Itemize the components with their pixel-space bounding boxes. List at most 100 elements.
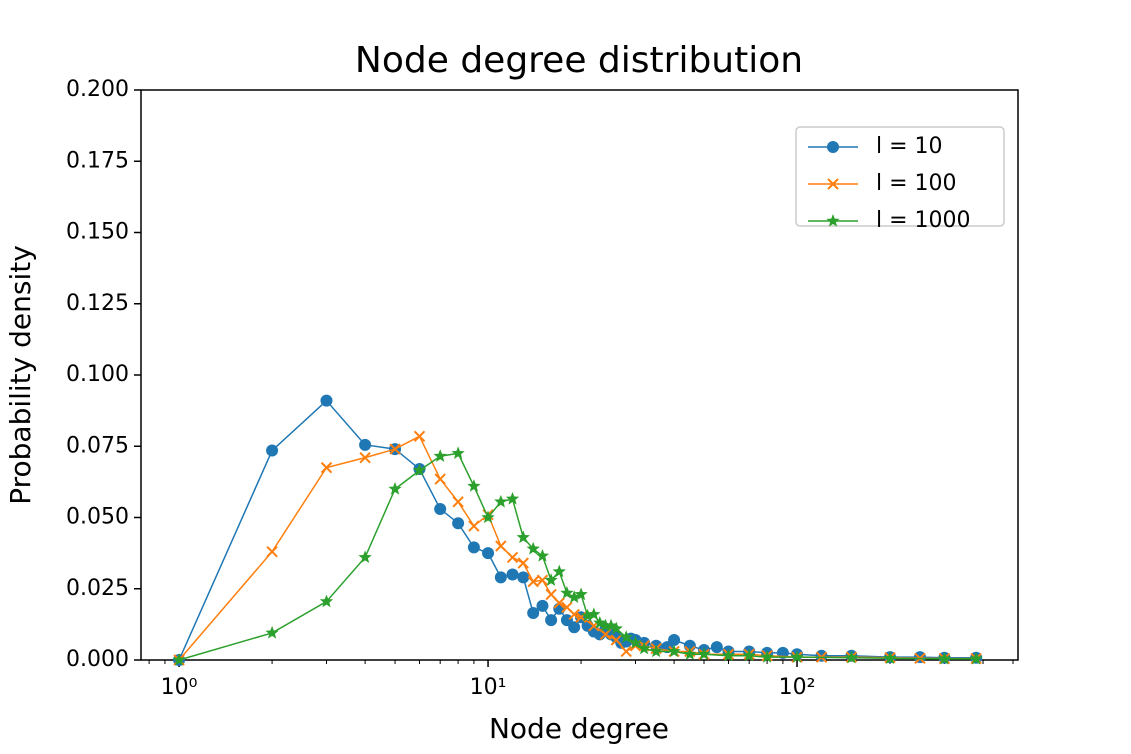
- marker: [710, 641, 723, 654]
- marker: [568, 608, 580, 621]
- marker: [467, 541, 480, 554]
- marker: [815, 649, 828, 662]
- marker: [628, 635, 643, 649]
- marker: [517, 571, 530, 584]
- marker: [697, 647, 711, 660]
- marker: [545, 614, 558, 627]
- marker: [452, 496, 464, 508]
- y-axis-label: Probability density: [4, 245, 37, 505]
- y-tick-label: 0.025: [66, 576, 129, 601]
- marker: [683, 647, 697, 660]
- marker: [506, 551, 519, 564]
- legend-label: l = 10: [876, 134, 943, 159]
- marker: [637, 641, 651, 655]
- legend-label: l = 100: [876, 171, 957, 196]
- marker: [495, 540, 507, 552]
- x-tick-label: 10²: [779, 675, 816, 700]
- y-tick-label: 0.125: [66, 291, 129, 316]
- marker: [668, 634, 681, 647]
- marker: [587, 607, 601, 621]
- marker: [568, 621, 581, 634]
- x-tick-label: 10⁰: [161, 675, 198, 700]
- marker: [790, 650, 804, 663]
- marker: [433, 449, 447, 462]
- marker: [535, 548, 550, 562]
- y-tick-label: 0.200: [66, 77, 129, 102]
- marker: [553, 597, 565, 609]
- x-tick-label: 10¹: [470, 675, 507, 700]
- legend-marker: [827, 178, 839, 190]
- marker: [545, 588, 557, 601]
- marker: [599, 628, 612, 641]
- y-tick-label: 0.050: [66, 505, 129, 530]
- marker: [172, 653, 186, 666]
- marker: [467, 479, 481, 492]
- marker: [536, 574, 549, 586]
- marker: [969, 651, 983, 665]
- marker: [266, 444, 279, 457]
- marker: [742, 648, 756, 662]
- y-tick-label: 0.175: [66, 148, 129, 173]
- marker: [494, 494, 508, 508]
- marker: [451, 446, 465, 460]
- marker: [452, 517, 465, 530]
- y-tick-label: 0.075: [66, 433, 129, 458]
- marker: [552, 564, 566, 578]
- marker: [506, 568, 519, 581]
- marker: [482, 547, 495, 560]
- marker: [544, 573, 558, 586]
- marker: [320, 394, 333, 407]
- x-axis-label: Node degree: [489, 712, 669, 745]
- marker: [604, 618, 618, 632]
- chart-title: Node degree distribution: [355, 40, 803, 81]
- legend-marker: [826, 214, 840, 227]
- marker: [649, 644, 663, 658]
- marker: [721, 648, 736, 662]
- marker: [527, 575, 539, 588]
- marker: [527, 606, 540, 619]
- marker: [619, 630, 633, 643]
- marker: [560, 586, 574, 599]
- marker: [516, 530, 530, 544]
- marker: [610, 634, 622, 646]
- marker: [505, 491, 520, 505]
- marker: [434, 473, 446, 485]
- marker: [937, 651, 952, 665]
- marker: [609, 621, 623, 635]
- marker: [265, 625, 279, 639]
- marker: [580, 608, 595, 622]
- marker: [567, 590, 581, 603]
- marker: [667, 644, 681, 658]
- marker: [760, 650, 774, 663]
- marker: [434, 502, 447, 515]
- y-tick-label: 0.150: [66, 220, 129, 245]
- y-tick-label: 0.000: [66, 647, 129, 672]
- marker: [481, 510, 495, 524]
- legend-label: l = 1000: [876, 208, 971, 233]
- legend: l = 10 l = 100 l = 1000: [795, 126, 1005, 233]
- marker: [517, 557, 529, 569]
- marker: [593, 615, 607, 629]
- marker: [844, 650, 859, 664]
- marker: [536, 599, 549, 612]
- marker: [359, 438, 372, 451]
- legend-box: [795, 126, 1005, 227]
- marker: [266, 545, 278, 558]
- marker: [468, 520, 480, 532]
- marker: [388, 482, 402, 495]
- marker: [620, 645, 632, 658]
- marker: [412, 463, 427, 477]
- marker: [359, 451, 371, 464]
- y-tick-label: 0.100: [66, 362, 129, 387]
- marker: [319, 594, 334, 608]
- marker: [883, 651, 897, 664]
- marker: [574, 587, 588, 601]
- marker: [598, 618, 613, 632]
- marker: [320, 461, 333, 474]
- marker: [358, 550, 372, 564]
- marker: [494, 571, 507, 584]
- marker: [389, 443, 401, 455]
- marker: [413, 430, 426, 442]
- marker: [526, 541, 540, 555]
